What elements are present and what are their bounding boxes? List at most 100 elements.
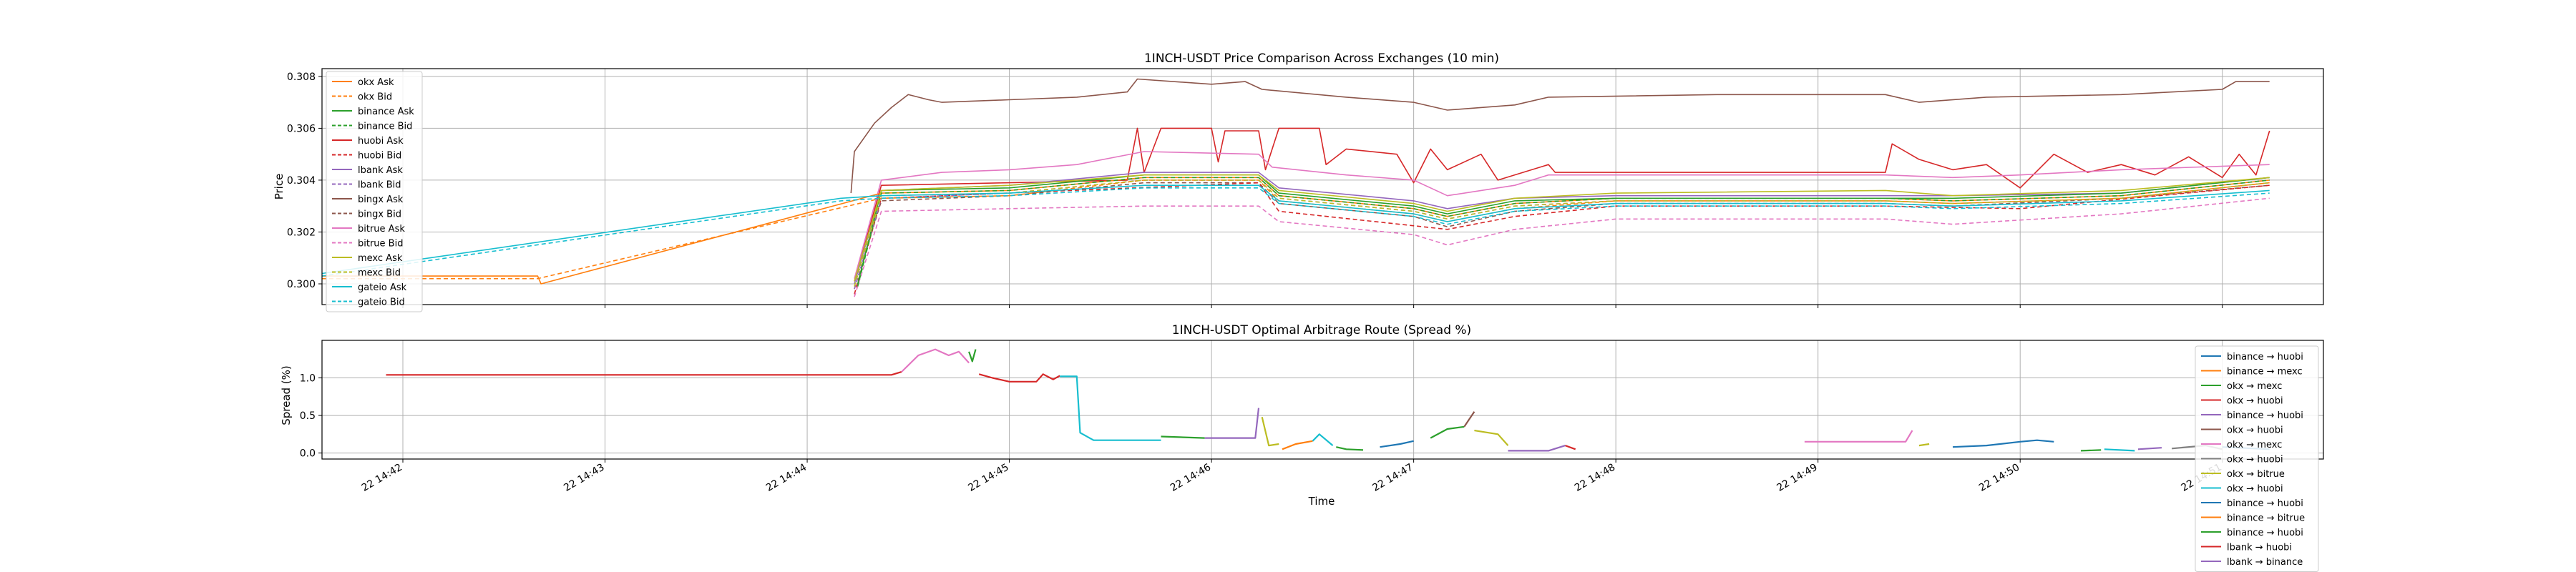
spread-legend-label: okx → mexc [2227,440,2282,450]
spread-series-okx-to-huobi [1060,375,1161,441]
spread-series-group [386,348,2270,452]
price-legend-label: lbank Bid [358,180,401,191]
x-tick-label: 22 14:48 [1573,462,1617,494]
price-legend-label: mexc Bid [358,268,401,279]
spread-legend-label: okx → bitrue [2227,469,2285,480]
x-tick-label: 22 14:45 [966,462,1010,494]
price-y-ticks: 0.300 0.302 0.304 0.306 0.308 [287,72,322,290]
price-series-mexc-bid [854,179,2270,287]
spread-legend-label: binance → mexc [2227,367,2303,378]
price-legend-label: bingx Bid [358,209,401,220]
price-legend-label: bitrue Ask [358,224,405,235]
spread-series-okx-to-huobi [1463,411,1475,428]
spread-legend-label: lbank → binance [2227,557,2303,568]
spread-series-okx-to-huobi [978,373,1060,383]
spread-legend-label: binance → huobi [2227,528,2303,538]
price-series-gateio-bid [321,187,2270,277]
price-panel: 1INCH-USDT Price Comparison Across Excha… [273,51,2324,312]
spread-x-ticks: 22 14:42 22 14:43 22 14:44 22 14:45 22 14:46… [360,459,2224,494]
price-legend-label: binance Bid [358,122,412,132]
spread-legend-label: okx → huobi [2227,455,2283,465]
x-tick-label: 22 14:50 [1977,462,2021,494]
spread-legend-label: okx → mexc [2227,381,2282,392]
price-legend: okx Ask okx Bid binance Ask binance Bid huob… [326,71,423,312]
x-tick-label: 22 14:42 [360,462,404,494]
price-y-tick-label: 0.308 [287,72,316,83]
spread-series-binance-to-mexc [1282,440,1313,450]
spread-plot-background [322,340,2323,459]
price-series-bingx-bid [854,182,2270,290]
spread-series-binance-to-huobi [1380,440,1414,448]
price-legend-label: gateio Ask [358,282,407,293]
price-legend-label: huobi Bid [358,151,401,162]
spread-y-axis-label: Spread (%) [280,365,293,425]
price-legend-label: huobi Ask [358,136,404,147]
spread-series-binance-to-huobi [1952,439,2054,448]
price-series-bitrue-bid [854,197,2270,297]
spread-plot-frame [321,340,2324,460]
price-series-group [321,78,2270,297]
spread-series-okx-to-bitrue [1918,443,1930,447]
price-legend-label: okx Bid [358,92,392,103]
price-x-ticks [402,305,2223,308]
spread-series-okx-to-bitrue [1474,430,1509,446]
spread-series-okx-to-huobi [2104,448,2135,452]
x-tick-label: 22 14:44 [764,462,809,494]
price-legend-label: bingx Ask [358,194,404,205]
spread-panel: 1INCH-USDT Optimal Arbitrage Route (Spre… [280,323,2324,572]
spread-series-okx-to-mexc [1804,430,1913,443]
spread-series-okx-to-mexc [1336,446,1364,451]
price-series-huobi-ask [854,127,2270,282]
spread-legend-label: okx → huobi [2227,396,2283,407]
price-series-mexc-ask [854,174,2270,282]
spread-y-tick-label: 1.0 [300,373,316,385]
price-series-gateio-ask [321,184,2270,275]
spread-series-okx-to-huobi [386,371,902,376]
x-tick-label: 22 14:43 [562,462,606,494]
spread-legend-label: binance → huobi [2227,498,2303,509]
spread-series-okx-to-mexc [1161,435,1205,439]
spread-legend-label: okx → huobi [2227,425,2283,436]
price-chart-title: 1INCH-USDT Price Comparison Across Excha… [1144,51,1499,66]
spread-series-okx-to-mexc [968,349,977,363]
price-legend-label: lbank Ask [358,165,403,176]
price-plot-background [322,69,2323,305]
price-legend-label: mexc Ask [358,253,403,264]
spread-x-axis-label: Time [1308,495,1335,508]
spread-y-tick-label: 0.5 [300,410,316,422]
spread-y-tick-label: 0.0 [300,448,316,460]
spread-chart-title: 1INCH-USDT Optimal Arbitrage Route (Spre… [1172,323,1471,337]
spread-series-okx-to-mexc [1430,425,1465,439]
x-tick-label: 22 14:46 [1169,462,1213,494]
spread-series-okx-to-mexc [901,348,970,373]
spread-series-okx-to-bitrue [1261,416,1279,447]
spread-series-lbank-to-binance [1508,445,1566,452]
price-series-bingx-ask [850,78,2270,194]
price-series-binance-bid [857,177,2270,287]
spread-series-lbank-to-binance [2137,447,2162,450]
spread-series-okx-to-huobi [1312,433,1334,446]
price-legend-label: binance Ask [358,107,414,117]
price-y-tick-label: 0.304 [287,175,316,187]
price-y-tick-label: 0.300 [287,279,316,290]
price-legend-label: okx Ask [358,77,394,88]
spread-legend: binance → huobi binance → mexc okx → mexc o… [2195,345,2319,572]
price-y-tick-label: 0.306 [287,123,316,134]
price-plot-frame [321,68,2324,305]
spread-series-okx-to-huobi [1565,445,1576,450]
price-legend-label: gateio Bid [358,297,405,308]
price-series-bitrue-ask [854,151,2270,279]
spread-y-ticks: 0.0 0.5 1.0 [300,373,322,460]
price-legend-label: bitrue Bid [358,239,403,250]
spread-legend-label: binance → huobi [2227,352,2303,363]
price-y-tick-label: 0.302 [287,227,316,238]
spread-legend-label: okx → huobi [2227,484,2283,495]
price-legend-box [326,71,423,312]
x-tick-label: 22 14:49 [1775,462,1819,494]
spread-legend-label: binance → huobi [2227,410,2303,421]
price-y-axis-label: Price [273,174,286,200]
spread-legend-label: binance → bitrue [2227,513,2305,524]
spread-legend-label: lbank → huobi [2227,543,2292,553]
price-series-huobi-bid [854,182,2270,295]
